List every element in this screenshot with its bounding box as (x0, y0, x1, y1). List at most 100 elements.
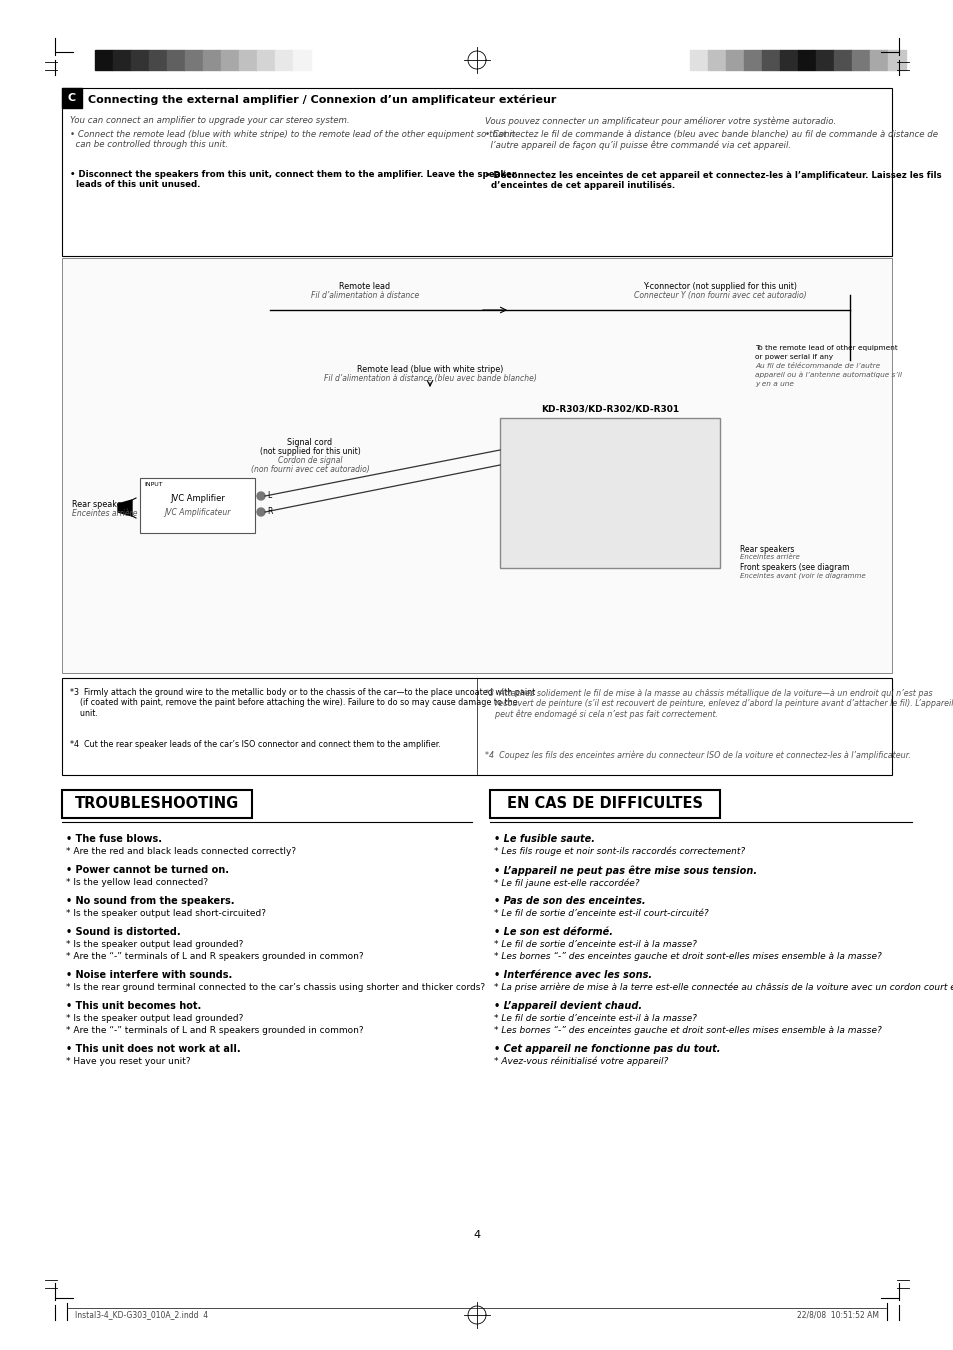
Text: * Le fil de sortie d’enceinte est-il à la masse?: * Le fil de sortie d’enceinte est-il à l… (494, 1014, 696, 1023)
Text: • Sound is distorted.: • Sound is distorted. (66, 927, 180, 937)
Text: Instal3-4_KD-G303_010A_2.indd  4: Instal3-4_KD-G303_010A_2.indd 4 (75, 1311, 208, 1319)
Text: • Pas de son des enceintes.: • Pas de son des enceintes. (494, 896, 645, 906)
Bar (112, 50, 131, 70)
Text: * Le fil de sortie d’enceinte est-il court-circuité?: * Le fil de sortie d’enceinte est-il cou… (494, 909, 708, 918)
Text: You can connect an amplifier to upgrade your car stereo system.: You can connect an amplifier to upgrade … (70, 116, 349, 126)
Text: • Le son est déformé.: • Le son est déformé. (494, 927, 613, 937)
Text: • Noise interfere with sounds.: • Noise interfere with sounds. (66, 971, 232, 980)
Text: • This unit becomes hot.: • This unit becomes hot. (66, 1000, 201, 1011)
Text: Vous pouvez connecter un amplificateur pour améliorer votre système autoradio.: Vous pouvez connecter un amplificateur p… (484, 116, 836, 126)
Bar (256, 50, 274, 70)
Text: • The fuse blows.: • The fuse blows. (66, 834, 162, 844)
Text: * Les fils rouge et noir sont-ils raccordés correctement?: * Les fils rouge et noir sont-ils raccor… (494, 846, 744, 856)
Text: (non fourni avec cet autoradio): (non fourni avec cet autoradio) (251, 464, 369, 474)
Text: JVC Amplifier: JVC Amplifier (170, 494, 225, 504)
Text: *3  Attachez solidement le fil de mise à la masse au châssis métallique de la vo: *3 Attachez solidement le fil de mise à … (484, 688, 952, 720)
Text: JVC Amplificateur: JVC Amplificateur (164, 508, 231, 517)
Text: 4: 4 (473, 1230, 480, 1241)
Text: • Power cannot be turned on.: • Power cannot be turned on. (66, 865, 229, 875)
Polygon shape (118, 500, 132, 516)
Text: * La prise arrière de mise à la terre est-elle connectée au châssis de la voitur: * La prise arrière de mise à la terre es… (494, 983, 953, 992)
Circle shape (256, 491, 265, 500)
Text: Signal cord: Signal cord (287, 437, 333, 447)
Bar (707, 50, 725, 70)
Text: • Connect the remote lead (blue with white stripe) to the remote lead of the oth: • Connect the remote lead (blue with whi… (70, 130, 515, 150)
Text: Rear speakers: Rear speakers (71, 500, 129, 509)
Text: Remote lead (blue with white stripe): Remote lead (blue with white stripe) (356, 364, 502, 374)
Bar (761, 50, 780, 70)
Text: Fil d’alimentation à distance (bleu avec bande blanche): Fil d’alimentation à distance (bleu avec… (323, 374, 536, 383)
Text: To the remote lead of other equipment: To the remote lead of other equipment (754, 346, 897, 351)
Bar (851, 50, 869, 70)
Text: *3  Firmly attach the ground wire to the metallic body or to the chassis of the : *3 Firmly attach the ground wire to the … (70, 688, 535, 718)
Text: *4  Cut the rear speaker leads of the car’s ISO connector and connect them to th: *4 Cut the rear speaker leads of the car… (70, 740, 440, 749)
Text: • Déconnectez les enceintes de cet appareil et connectez-les à l’amplificateur. : • Déconnectez les enceintes de cet appar… (484, 170, 941, 190)
Text: Rear speakers: Rear speakers (740, 545, 794, 554)
Bar (140, 478, 254, 533)
Bar (149, 50, 167, 70)
Text: y en a une: y en a une (754, 381, 793, 387)
Bar (490, 790, 720, 818)
Bar (62, 258, 891, 674)
Text: C: C (68, 93, 76, 103)
Text: • No sound from the speakers.: • No sound from the speakers. (66, 896, 234, 906)
Bar (833, 50, 851, 70)
Text: * Are the “-” terminals of L and R speakers grounded in common?: * Are the “-” terminals of L and R speak… (66, 952, 363, 961)
Text: * Avez-vous réinitialisé votre appareil?: * Avez-vous réinitialisé votre appareil? (494, 1057, 667, 1066)
Text: appareil ou à l’antenne automatique s’il: appareil ou à l’antenne automatique s’il (754, 373, 901, 378)
Bar (815, 50, 833, 70)
Text: * Is the speaker output lead grounded?: * Is the speaker output lead grounded? (66, 1014, 243, 1023)
Bar (203, 50, 221, 70)
Text: • Cet appareil ne fonctionne pas du tout.: • Cet appareil ne fonctionne pas du tout… (494, 1044, 720, 1054)
Text: or power serial if any: or power serial if any (754, 354, 832, 360)
Text: • This unit does not work at all.: • This unit does not work at all. (66, 1044, 240, 1054)
Bar (869, 50, 887, 70)
Text: Connecteur Y (non fourni avec cet autoradio): Connecteur Y (non fourni avec cet autora… (633, 292, 805, 300)
Circle shape (256, 508, 265, 516)
Bar (293, 50, 311, 70)
Text: * Is the speaker output lead grounded?: * Is the speaker output lead grounded? (66, 940, 243, 949)
Text: Cordon de signal: Cordon de signal (277, 456, 342, 464)
Text: 22/8/08  10:51:52 AM: 22/8/08 10:51:52 AM (796, 1311, 878, 1319)
Text: Front speakers (see diagram: Front speakers (see diagram (740, 563, 848, 572)
Bar (62, 790, 252, 818)
Text: Enceintes arrière: Enceintes arrière (740, 554, 799, 560)
Text: Remote lead: Remote lead (339, 282, 390, 292)
Bar (689, 50, 707, 70)
Text: Y-connector (not supplied for this unit): Y-connector (not supplied for this unit) (642, 282, 796, 292)
Bar (887, 50, 905, 70)
Text: *4  Coupez les fils des enceintes arrière du connecteur ISO de la voiture et con: *4 Coupez les fils des enceintes arrière… (484, 751, 910, 760)
Text: L: L (267, 491, 271, 501)
Text: • Disconnect the speakers from this unit, connect them to the amplifier. Leave t: • Disconnect the speakers from this unit… (70, 170, 516, 189)
Text: (not supplied for this unit): (not supplied for this unit) (259, 447, 360, 456)
Text: * Les bornes “-” des enceintes gauche et droit sont-elles mises ensemble à la ma: * Les bornes “-” des enceintes gauche et… (494, 1026, 881, 1035)
Text: TROUBLESHOOTING: TROUBLESHOOTING (74, 796, 239, 811)
Bar (62, 88, 82, 108)
Text: • L’appareil ne peut pas être mise sous tension.: • L’appareil ne peut pas être mise sous … (494, 865, 757, 876)
Bar (185, 50, 203, 70)
Text: EN CAS DE DIFFICULTES: EN CAS DE DIFFICULTES (506, 796, 702, 811)
Text: * Is the speaker output lead short-circuited?: * Is the speaker output lead short-circu… (66, 909, 266, 918)
Bar (725, 50, 743, 70)
Text: INPUT: INPUT (144, 482, 162, 487)
Bar (499, 418, 720, 568)
Bar (95, 50, 112, 70)
Text: * Le fil de sortie d’enceinte est-il à la masse?: * Le fil de sortie d’enceinte est-il à l… (494, 940, 696, 949)
Text: KD-R303/KD-R302/KD-R301: KD-R303/KD-R302/KD-R301 (540, 404, 679, 413)
Bar (239, 50, 256, 70)
Text: • Le fusible saute.: • Le fusible saute. (494, 834, 595, 844)
Text: * Is the rear ground terminal connected to the car’s chassis using shorter and t: * Is the rear ground terminal connected … (66, 983, 485, 992)
Text: * Are the “-” terminals of L and R speakers grounded in common?: * Are the “-” terminals of L and R speak… (66, 1026, 363, 1035)
Text: • L’appareil devient chaud.: • L’appareil devient chaud. (494, 1000, 641, 1011)
Text: Enceintes avant (voir le diagramme: Enceintes avant (voir le diagramme (740, 572, 864, 579)
Bar (797, 50, 815, 70)
Text: Connecting the external amplifier / Connexion d’un amplificateur extérieur: Connecting the external amplifier / Conn… (88, 95, 556, 105)
Text: * Are the red and black leads connected correctly?: * Are the red and black leads connected … (66, 846, 295, 856)
Text: • Interférence avec les sons.: • Interférence avec les sons. (494, 971, 652, 980)
Bar (131, 50, 149, 70)
Text: * Have you reset your unit?: * Have you reset your unit? (66, 1057, 191, 1066)
Bar (62, 678, 891, 775)
Text: * Les bornes “-” des enceintes gauche et droit sont-elles mises ensemble à la ma: * Les bornes “-” des enceintes gauche et… (494, 952, 881, 961)
Text: * Is the yellow lead connected?: * Is the yellow lead connected? (66, 878, 208, 887)
Text: R: R (267, 508, 273, 517)
